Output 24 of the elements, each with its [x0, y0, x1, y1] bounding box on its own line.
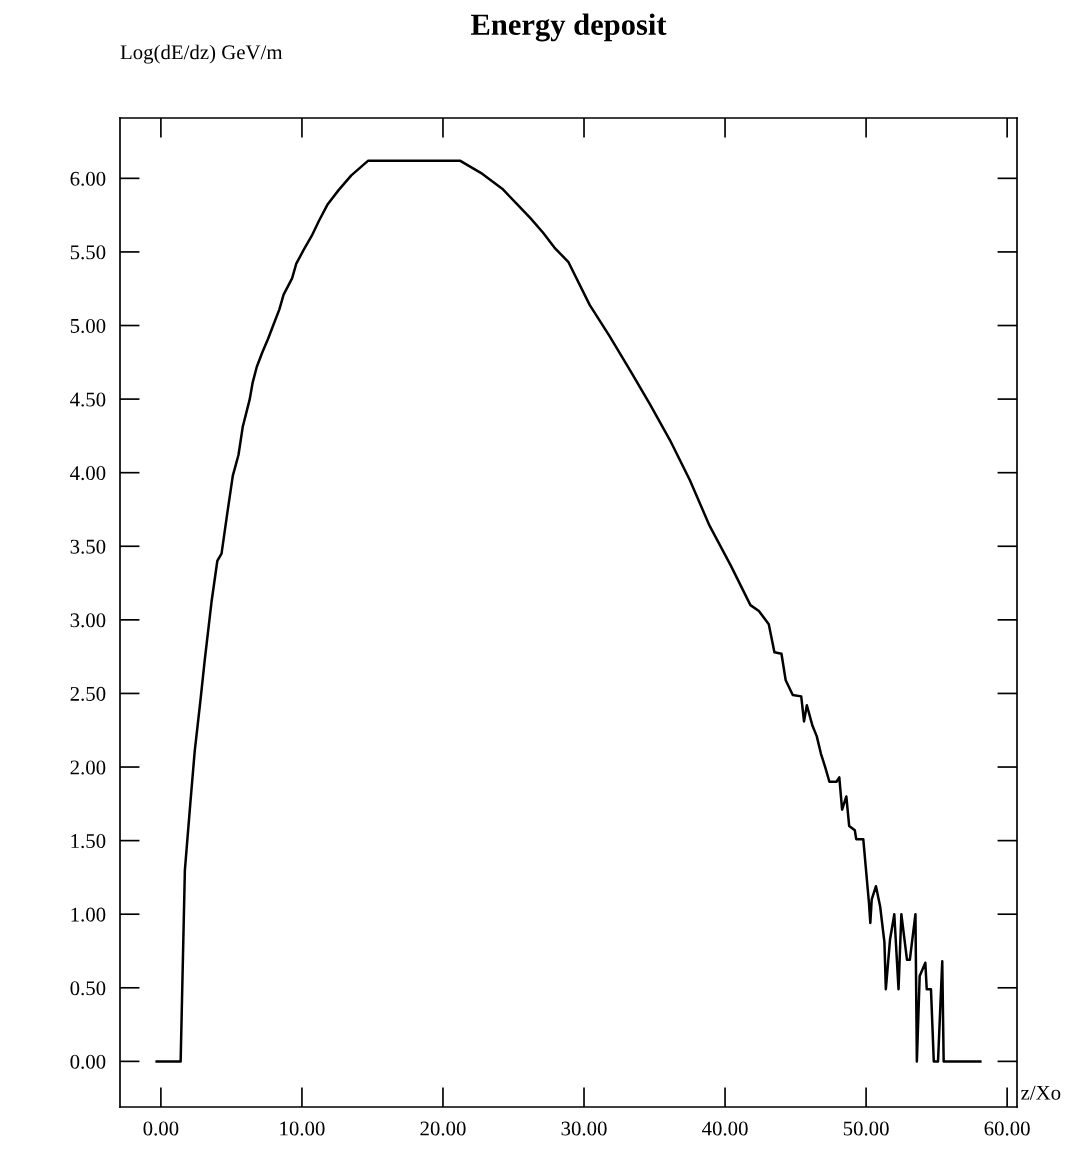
y-tick-label: 3.00	[70, 613, 106, 628]
x-tick-label: 0.00	[143, 1121, 179, 1136]
line-series	[155, 159, 982, 1063]
y-tick-label: 5.00	[70, 318, 106, 334]
y-tick-label: 0.50	[70, 981, 106, 996]
x-tick-label: 20.00	[420, 1121, 466, 1136]
y-tick-label: 2.00	[70, 760, 106, 775]
x-tick-label: 10.00	[280, 1121, 325, 1136]
x-tick-label: 30.00	[561, 1121, 607, 1136]
x-tick-label: 50.00	[843, 1121, 889, 1136]
y-tick-label: 6.00	[70, 171, 106, 186]
x-tick-label: 40.00	[702, 1121, 748, 1136]
y-tick-label: 5.50	[70, 245, 106, 260]
x-axis-title: z/Xo	[1021, 1085, 1061, 1100]
y-tick-label: 4.50	[70, 392, 106, 407]
y-axis-title: Log(dE/dz) GeV/m	[120, 44, 283, 64]
y-tick-label: 4.00	[70, 466, 106, 481]
y-tick-label: 2.50	[70, 686, 106, 701]
y-tick-label: 0.00	[70, 1054, 106, 1069]
y-tick-label: 3.50	[70, 539, 106, 554]
x-tick-label: 60.00	[984, 1121, 1030, 1136]
chart-title: Energy deposit	[470, 13, 667, 42]
y-tick-label: 1.00	[71, 907, 106, 922]
y-tick-label: 1.50	[71, 833, 106, 849]
